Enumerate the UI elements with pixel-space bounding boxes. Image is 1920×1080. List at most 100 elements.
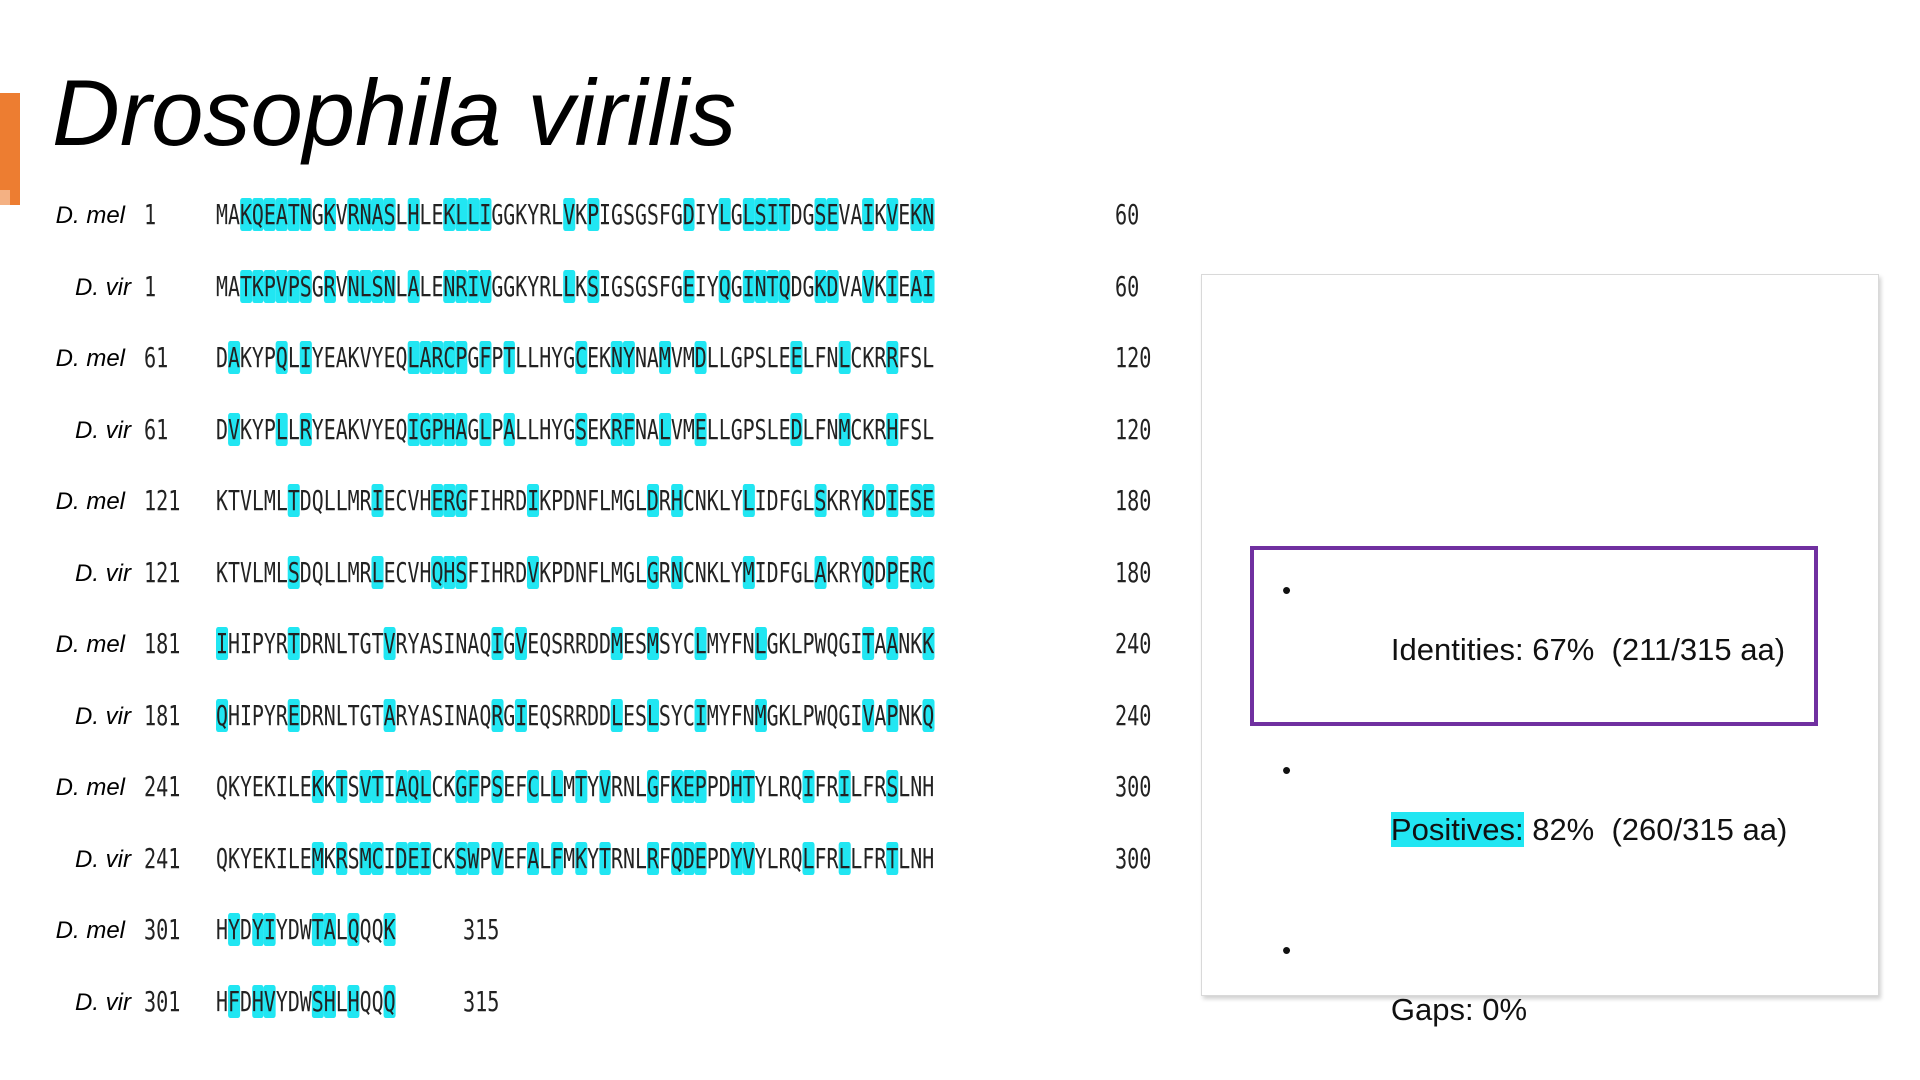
residue: N	[826, 341, 839, 374]
residue: K	[216, 484, 228, 517]
residue: N	[634, 341, 647, 374]
residue: P	[706, 770, 719, 803]
residue: Y	[754, 770, 767, 803]
residue: S	[455, 841, 468, 875]
residue: K	[778, 627, 791, 660]
amino-acid-sequence: HYDYIYDWTALQQQK	[216, 913, 396, 946]
species-label: D. vir	[75, 416, 131, 444]
residue: Q	[407, 770, 420, 803]
residue: L	[407, 341, 420, 374]
residue: V	[886, 198, 899, 231]
residue: K	[311, 770, 324, 803]
residue: K	[515, 198, 528, 231]
residue: E	[682, 770, 695, 803]
residue: T	[227, 484, 240, 517]
residue: F	[479, 341, 492, 374]
residue: A	[646, 341, 659, 374]
residue: Q	[275, 341, 288, 374]
residue: E	[503, 841, 516, 875]
stats-list: • Identities: 67% (211/315 aa) • Positives…	[1282, 560, 1787, 1080]
residue: L	[838, 341, 851, 374]
residue: F	[730, 698, 743, 732]
residue: E	[251, 841, 264, 875]
residue: I	[419, 841, 432, 875]
residue: M	[658, 341, 671, 374]
residue: S	[551, 627, 564, 660]
residue: E	[503, 770, 516, 803]
residue: Q	[479, 627, 492, 660]
residue: P	[431, 412, 444, 446]
residue: T	[575, 770, 588, 803]
residue: W	[814, 627, 827, 660]
residue: D	[682, 198, 695, 231]
residue: G	[622, 555, 635, 589]
residue: A	[910, 269, 923, 303]
residue: M	[263, 484, 276, 517]
residue: K	[263, 770, 276, 803]
residue: L	[539, 770, 552, 803]
residue: V	[563, 198, 576, 231]
residue: E	[431, 269, 444, 303]
amino-acid-sequence: KTVLMLSDQLLMRLECVHQHSFIHRDVKPDNFLMGLGRNC…	[216, 555, 935, 589]
residue: F	[778, 555, 791, 589]
residue: Q	[395, 412, 408, 446]
residue: T	[371, 770, 384, 803]
residue: D	[395, 841, 408, 875]
residue: S	[455, 555, 468, 589]
residue: K	[826, 484, 839, 517]
residue: V	[491, 841, 504, 875]
residue: A	[395, 770, 408, 803]
residue: A	[335, 412, 348, 446]
residue: S	[634, 627, 647, 660]
residue: D	[216, 412, 228, 446]
residue: D	[718, 770, 731, 803]
residue: A	[467, 627, 480, 660]
residue: D	[587, 698, 600, 732]
residue: E	[383, 341, 396, 374]
residue: N	[898, 698, 911, 732]
residue: C	[443, 341, 456, 374]
residue: H	[419, 555, 432, 589]
residue: R	[611, 770, 623, 803]
residue: Q	[347, 913, 360, 946]
residue: D	[239, 913, 252, 946]
start-position: 181	[144, 698, 181, 732]
residue: S	[431, 698, 444, 732]
residue: I	[479, 484, 492, 517]
residue: R	[395, 698, 408, 732]
residue: N	[575, 555, 588, 589]
residue: Q	[311, 555, 324, 589]
residue: H	[539, 412, 552, 446]
residue: S	[431, 627, 444, 660]
residue: L	[551, 269, 564, 303]
residue: E	[383, 412, 396, 446]
residue: F	[898, 412, 911, 446]
residue: L	[335, 984, 348, 1018]
residue: L	[287, 412, 300, 446]
residue: K	[216, 555, 228, 589]
residue: E	[263, 198, 276, 231]
residue: H	[491, 555, 504, 589]
residue: G	[611, 198, 623, 231]
residue: E	[383, 555, 396, 589]
residue: L	[287, 770, 300, 803]
residue: M	[563, 770, 576, 803]
residue: A	[419, 341, 432, 374]
residue: G	[730, 198, 743, 231]
residue: G	[311, 198, 324, 231]
residue: V	[239, 484, 252, 517]
residue: L	[251, 484, 264, 517]
residue: K	[826, 555, 839, 589]
residue: D	[718, 841, 731, 875]
residue: E	[287, 698, 300, 732]
residue: M	[706, 627, 719, 660]
residue: L	[539, 841, 552, 875]
amino-acid-sequence: DAKYPQLIYEAKVYEQLARCPGFPTLLHYGCEKNYNAMVM…	[216, 341, 934, 374]
residue: K	[239, 412, 252, 446]
amino-acid-sequence: QKYEKILEKKTSVTIAQLCKGFPSEFCLLMTYVRNLGFKE…	[216, 770, 934, 803]
residue: E	[898, 484, 911, 517]
residue: T	[311, 913, 324, 946]
end-position: 240	[1115, 698, 1152, 732]
residue: A	[335, 341, 348, 374]
